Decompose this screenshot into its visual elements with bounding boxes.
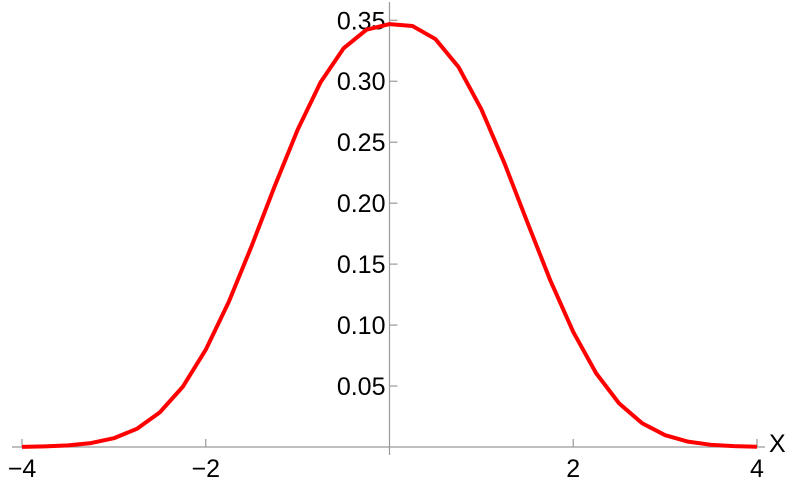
y-tick-label: 0.20 bbox=[337, 190, 386, 218]
x-tick-label: −4 bbox=[8, 455, 37, 483]
y-tick-label: 0.05 bbox=[337, 373, 386, 401]
x-tick-label: 2 bbox=[566, 455, 580, 483]
line bbox=[21, 22, 758, 449]
y-tick-label: 0.25 bbox=[337, 129, 386, 157]
x-tick-label: 4 bbox=[750, 455, 764, 483]
y-tick-label: 0.30 bbox=[337, 68, 386, 96]
y-tick-label: 0.15 bbox=[337, 251, 386, 279]
x-axis-label: X bbox=[769, 430, 786, 458]
y-tick-label: 0.10 bbox=[337, 312, 386, 340]
x-tick-label: −2 bbox=[191, 455, 220, 483]
y-tick-label: 0.35 bbox=[337, 7, 386, 35]
